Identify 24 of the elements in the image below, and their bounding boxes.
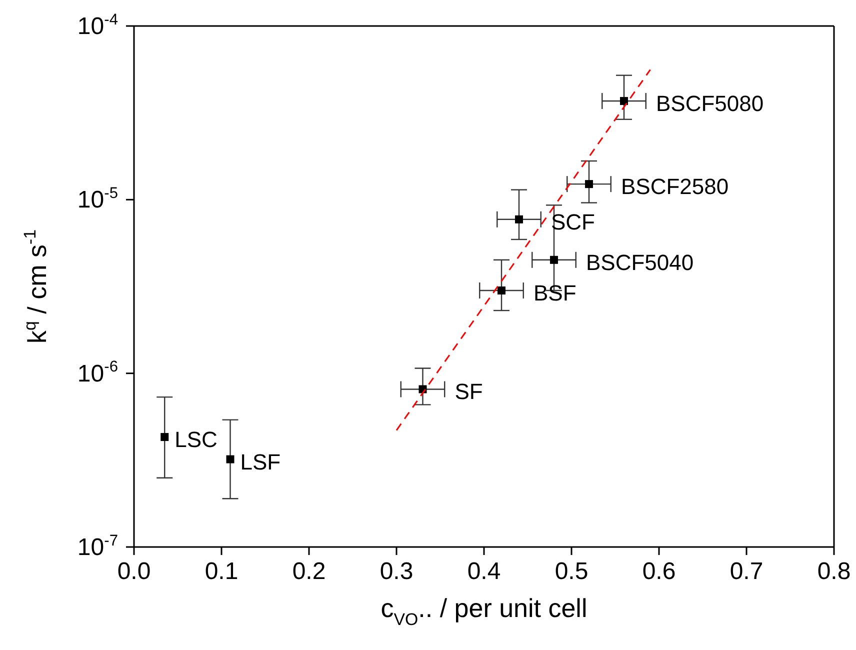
point [498,286,506,294]
x-tick-label: 0.4 [467,558,501,585]
annotation: LSF [240,449,281,474]
x-tick-label: 0.3 [380,558,414,585]
x-tick-label: 0.1 [204,558,238,585]
point [550,256,558,264]
y-axis-title: kq / cm s-1 [20,230,52,344]
annotation: LSC [174,426,218,452]
x-tick-label: 0.8 [817,558,851,585]
point [585,180,593,188]
x-tick-label: 0.5 [554,558,588,585]
annotation: BSCF5080 [656,90,764,116]
point [620,96,628,105]
annotation: SF [454,379,483,404]
x-tick-label: 0.2 [292,558,326,585]
x-tick-label: 0.6 [642,558,676,585]
x-tick-label: 0.0 [117,558,151,585]
point [226,455,234,464]
point [515,215,523,224]
annotation: BSF [534,280,576,306]
annotation: BSCF2580 [621,174,729,200]
point [160,432,169,441]
x-tick-label: 0.7 [730,558,764,585]
annotation: BSCF5040 [586,250,694,275]
